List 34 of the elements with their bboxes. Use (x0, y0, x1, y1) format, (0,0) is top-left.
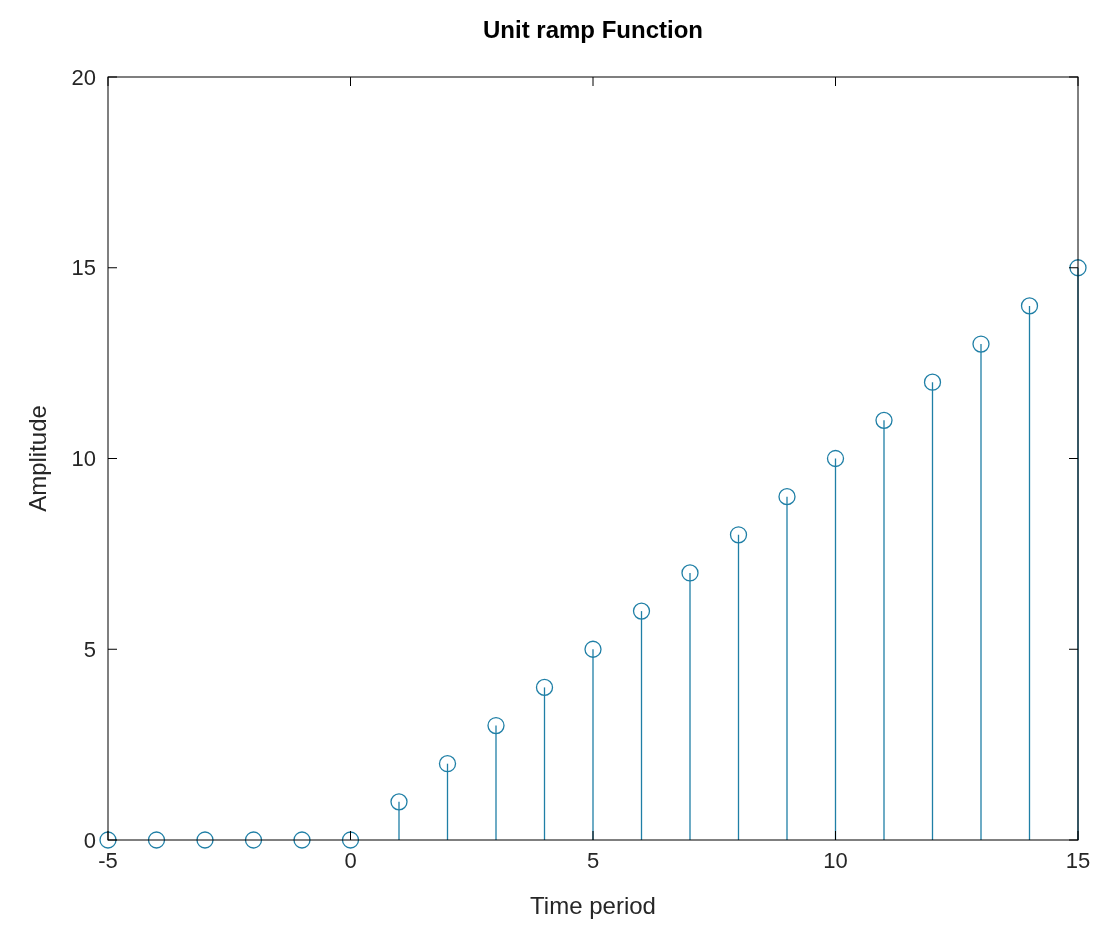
point (778, 488, 796, 506)
point (1020, 297, 1039, 315)
point (875, 411, 893, 429)
point (681, 564, 699, 582)
point (99, 831, 117, 849)
x-tick-label: 5 (586, 848, 600, 873)
point (584, 640, 602, 658)
x-tick-label: 0 (344, 848, 357, 873)
point (535, 678, 554, 697)
point (487, 716, 505, 735)
point (438, 755, 457, 773)
x-tick-label: 10 (823, 848, 848, 873)
x-tick-label: 15 (1065, 848, 1091, 873)
y-tick-label: 0 (83, 827, 96, 853)
point (729, 526, 748, 544)
y-tick-label: 20 (71, 64, 96, 90)
point (244, 831, 263, 849)
x-axis-title: Time period (530, 892, 656, 919)
y-tick-label: 10 (71, 446, 96, 472)
point (923, 373, 942, 391)
y-tick-label: 5 (83, 636, 96, 662)
y-tick-label: 15 (71, 255, 96, 281)
point (972, 335, 990, 353)
y-axis-title: Amplitude (24, 405, 51, 512)
point (196, 831, 214, 849)
point (826, 449, 845, 468)
point (632, 602, 651, 620)
chart-title: Unit ramp Function (483, 16, 703, 43)
x-tick-label: -5 (98, 848, 118, 873)
point (1069, 259, 1087, 277)
point (147, 831, 166, 849)
point (341, 831, 360, 849)
point (293, 831, 311, 849)
point (390, 793, 408, 811)
